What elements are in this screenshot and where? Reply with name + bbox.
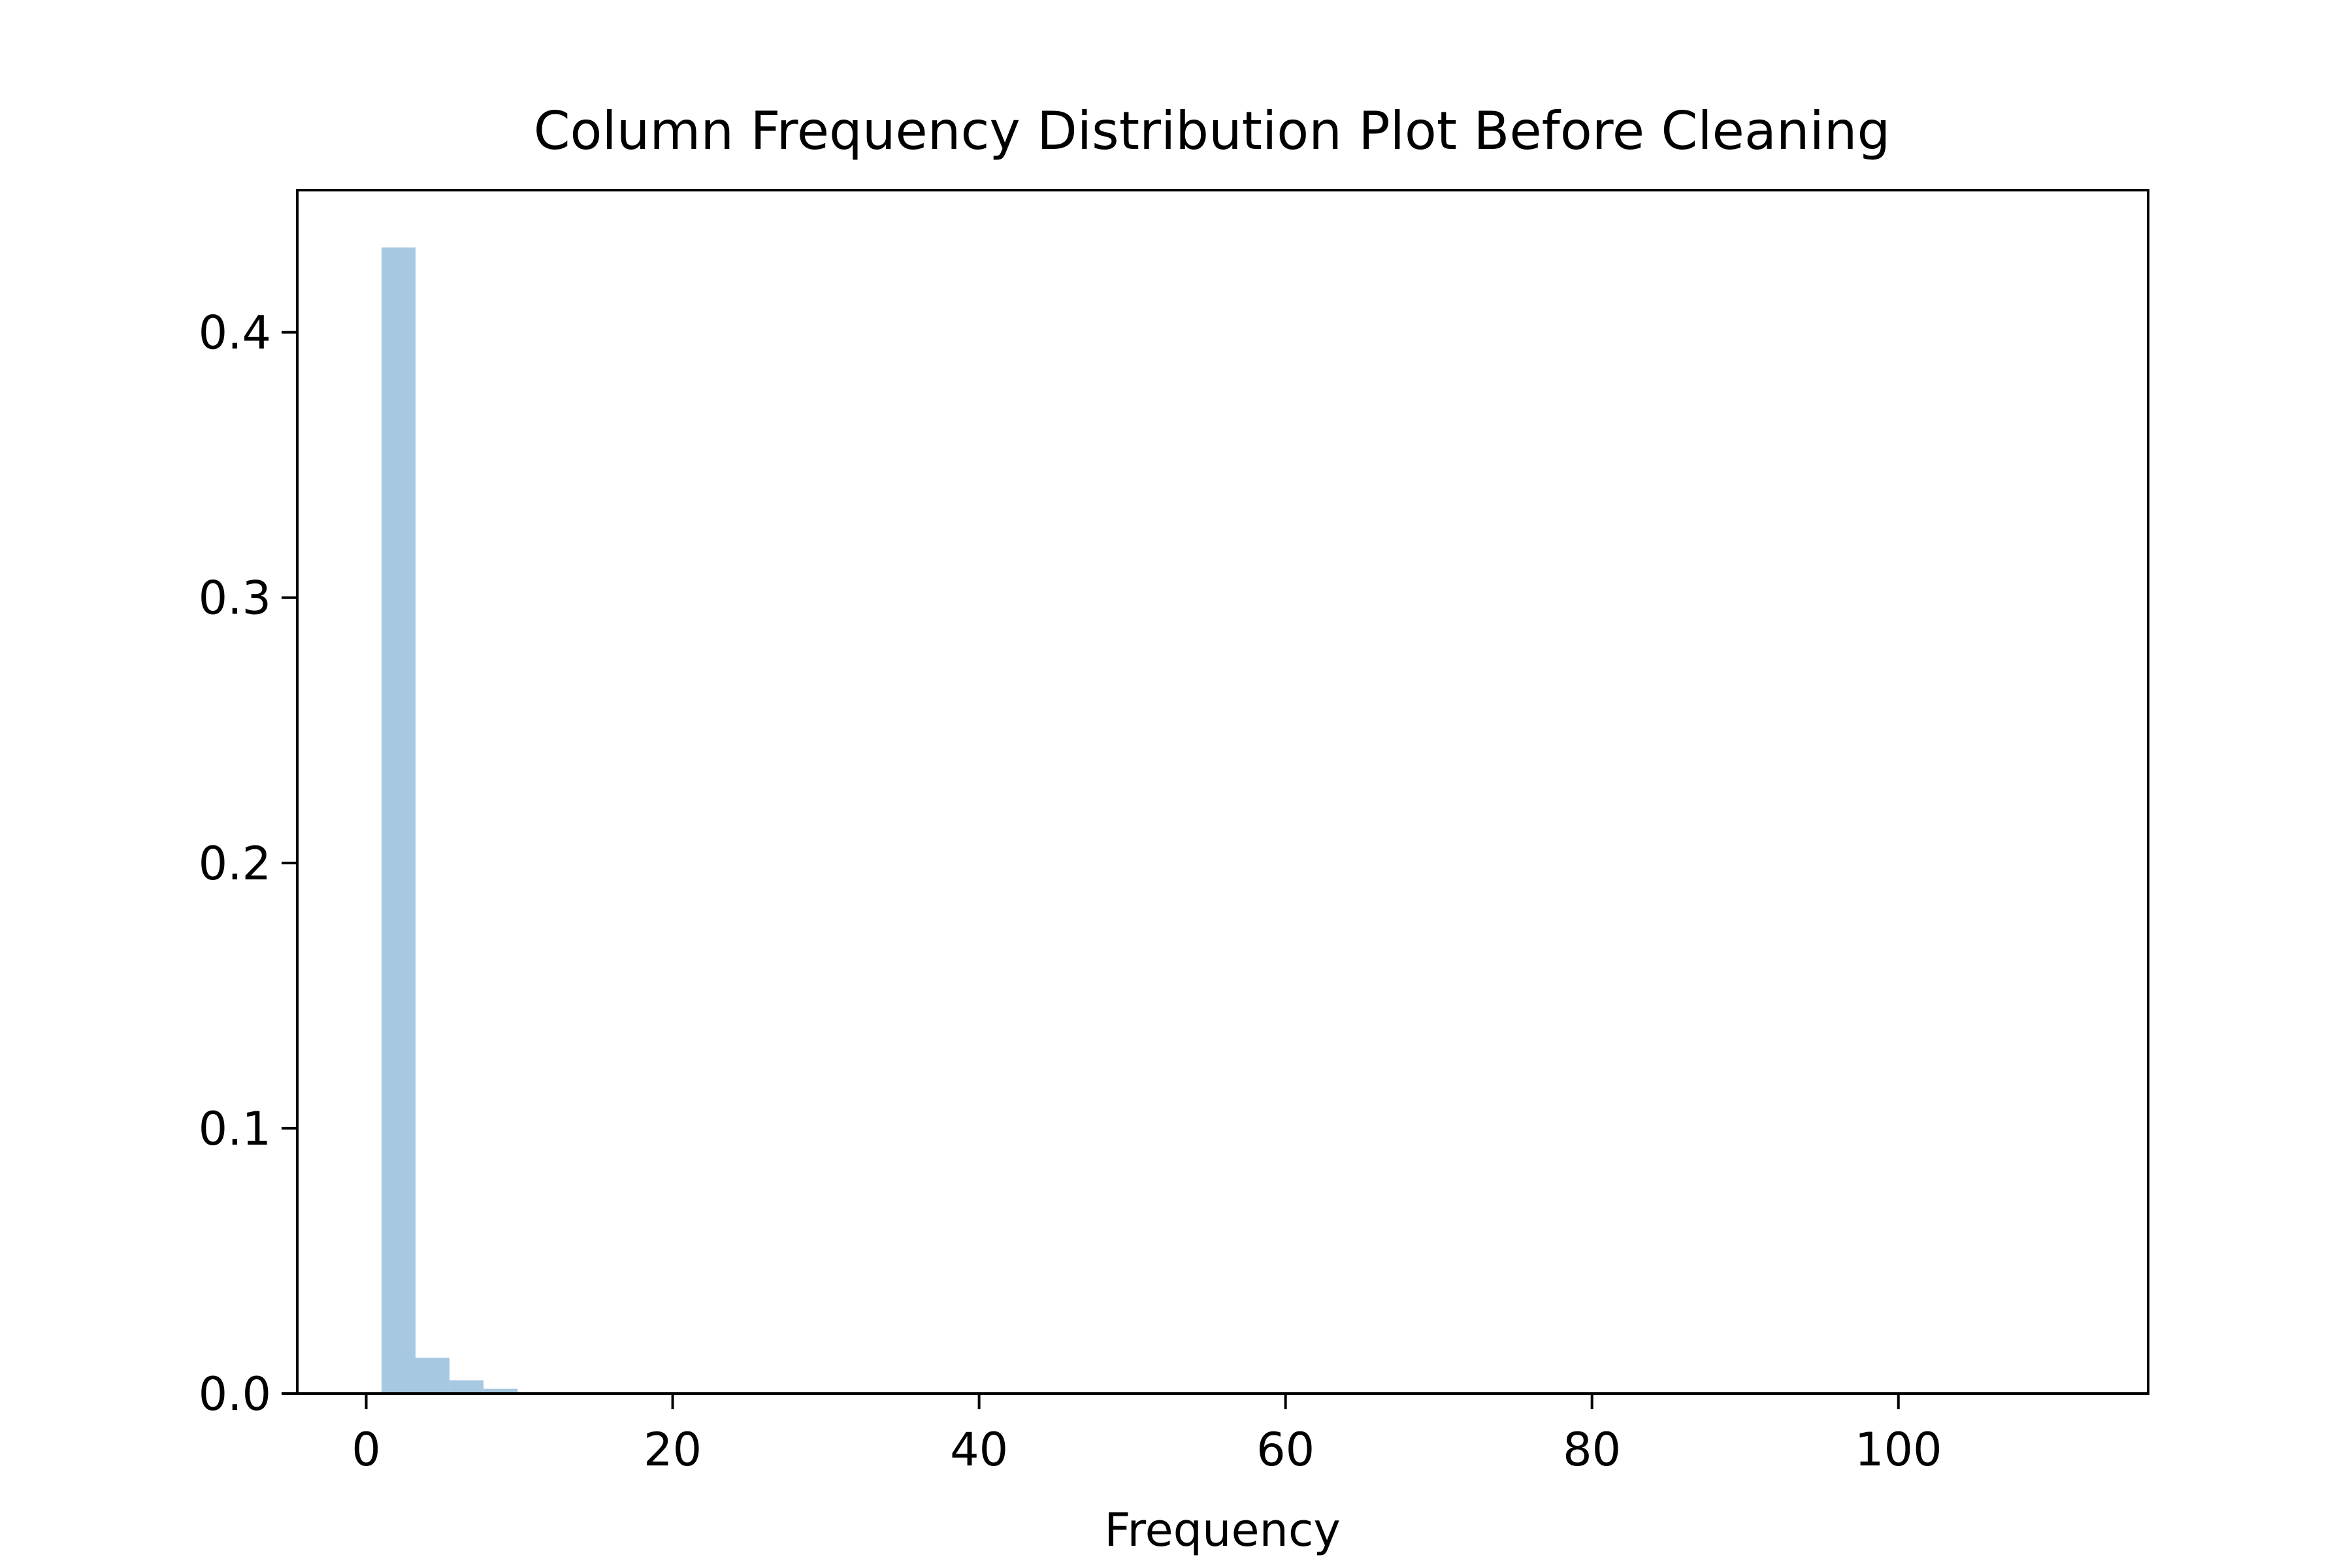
- y-tick-label: 0.1: [199, 1102, 271, 1156]
- y-axis-ticks: 0.0 0.1 0.2 0.3 0.4: [199, 306, 297, 1421]
- histogram-bar-4: [483, 1388, 518, 1394]
- x-tick-label: 40: [950, 1423, 1008, 1477]
- x-tick-label: 0: [351, 1423, 381, 1477]
- chart-title: Column Frequency Distribution Plot Befor…: [534, 101, 1891, 161]
- histogram-bar-1: [381, 247, 416, 1394]
- x-axis-label: Frequency: [1104, 1503, 1341, 1557]
- histogram-bar-3: [449, 1380, 484, 1394]
- bars-group: [381, 247, 620, 1394]
- y-tick-label: 0.3: [199, 572, 271, 625]
- y-tick-label: 0.4: [199, 306, 271, 360]
- y-tick-label: 0.0: [199, 1367, 271, 1421]
- plot-frame: [296, 189, 2149, 1395]
- histogram-bar-2: [416, 1358, 450, 1394]
- y-tick-label: 0.2: [199, 837, 271, 890]
- x-axis-ticks: 0 20 40 60 80 100: [351, 1394, 1942, 1477]
- x-tick-label: 100: [1855, 1423, 1942, 1477]
- x-tick-label: 20: [644, 1423, 702, 1477]
- x-tick-label: 60: [1256, 1423, 1315, 1477]
- x-tick-label: 80: [1563, 1423, 1621, 1477]
